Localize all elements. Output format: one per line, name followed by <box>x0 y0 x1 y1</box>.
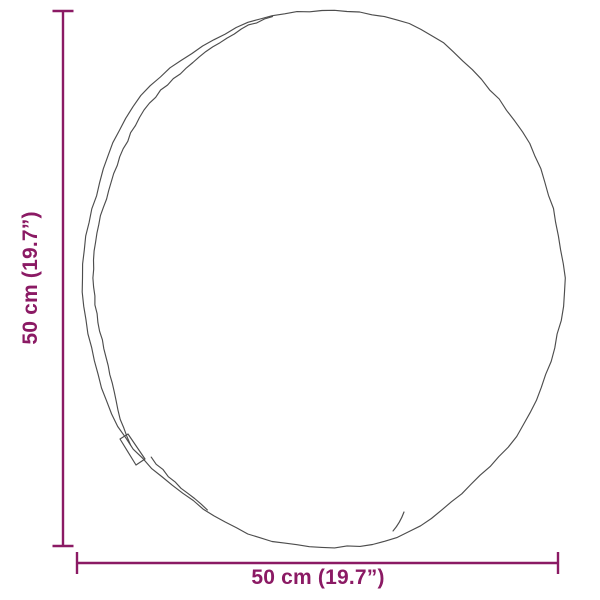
pouf-fold-branch <box>392 511 405 532</box>
dimension-lines <box>52 9 560 574</box>
pouf-tag <box>119 433 146 466</box>
pouf-outline <box>81 9 566 549</box>
height-dimension-label: 50 cm (19.7”) <box>19 211 42 345</box>
pouf-seam-line-lower <box>150 456 208 511</box>
pouf-seam-line <box>92 16 274 446</box>
pouf-sketch <box>81 9 566 549</box>
width-dimension-label: 50 cm (19.7”) <box>251 566 385 589</box>
